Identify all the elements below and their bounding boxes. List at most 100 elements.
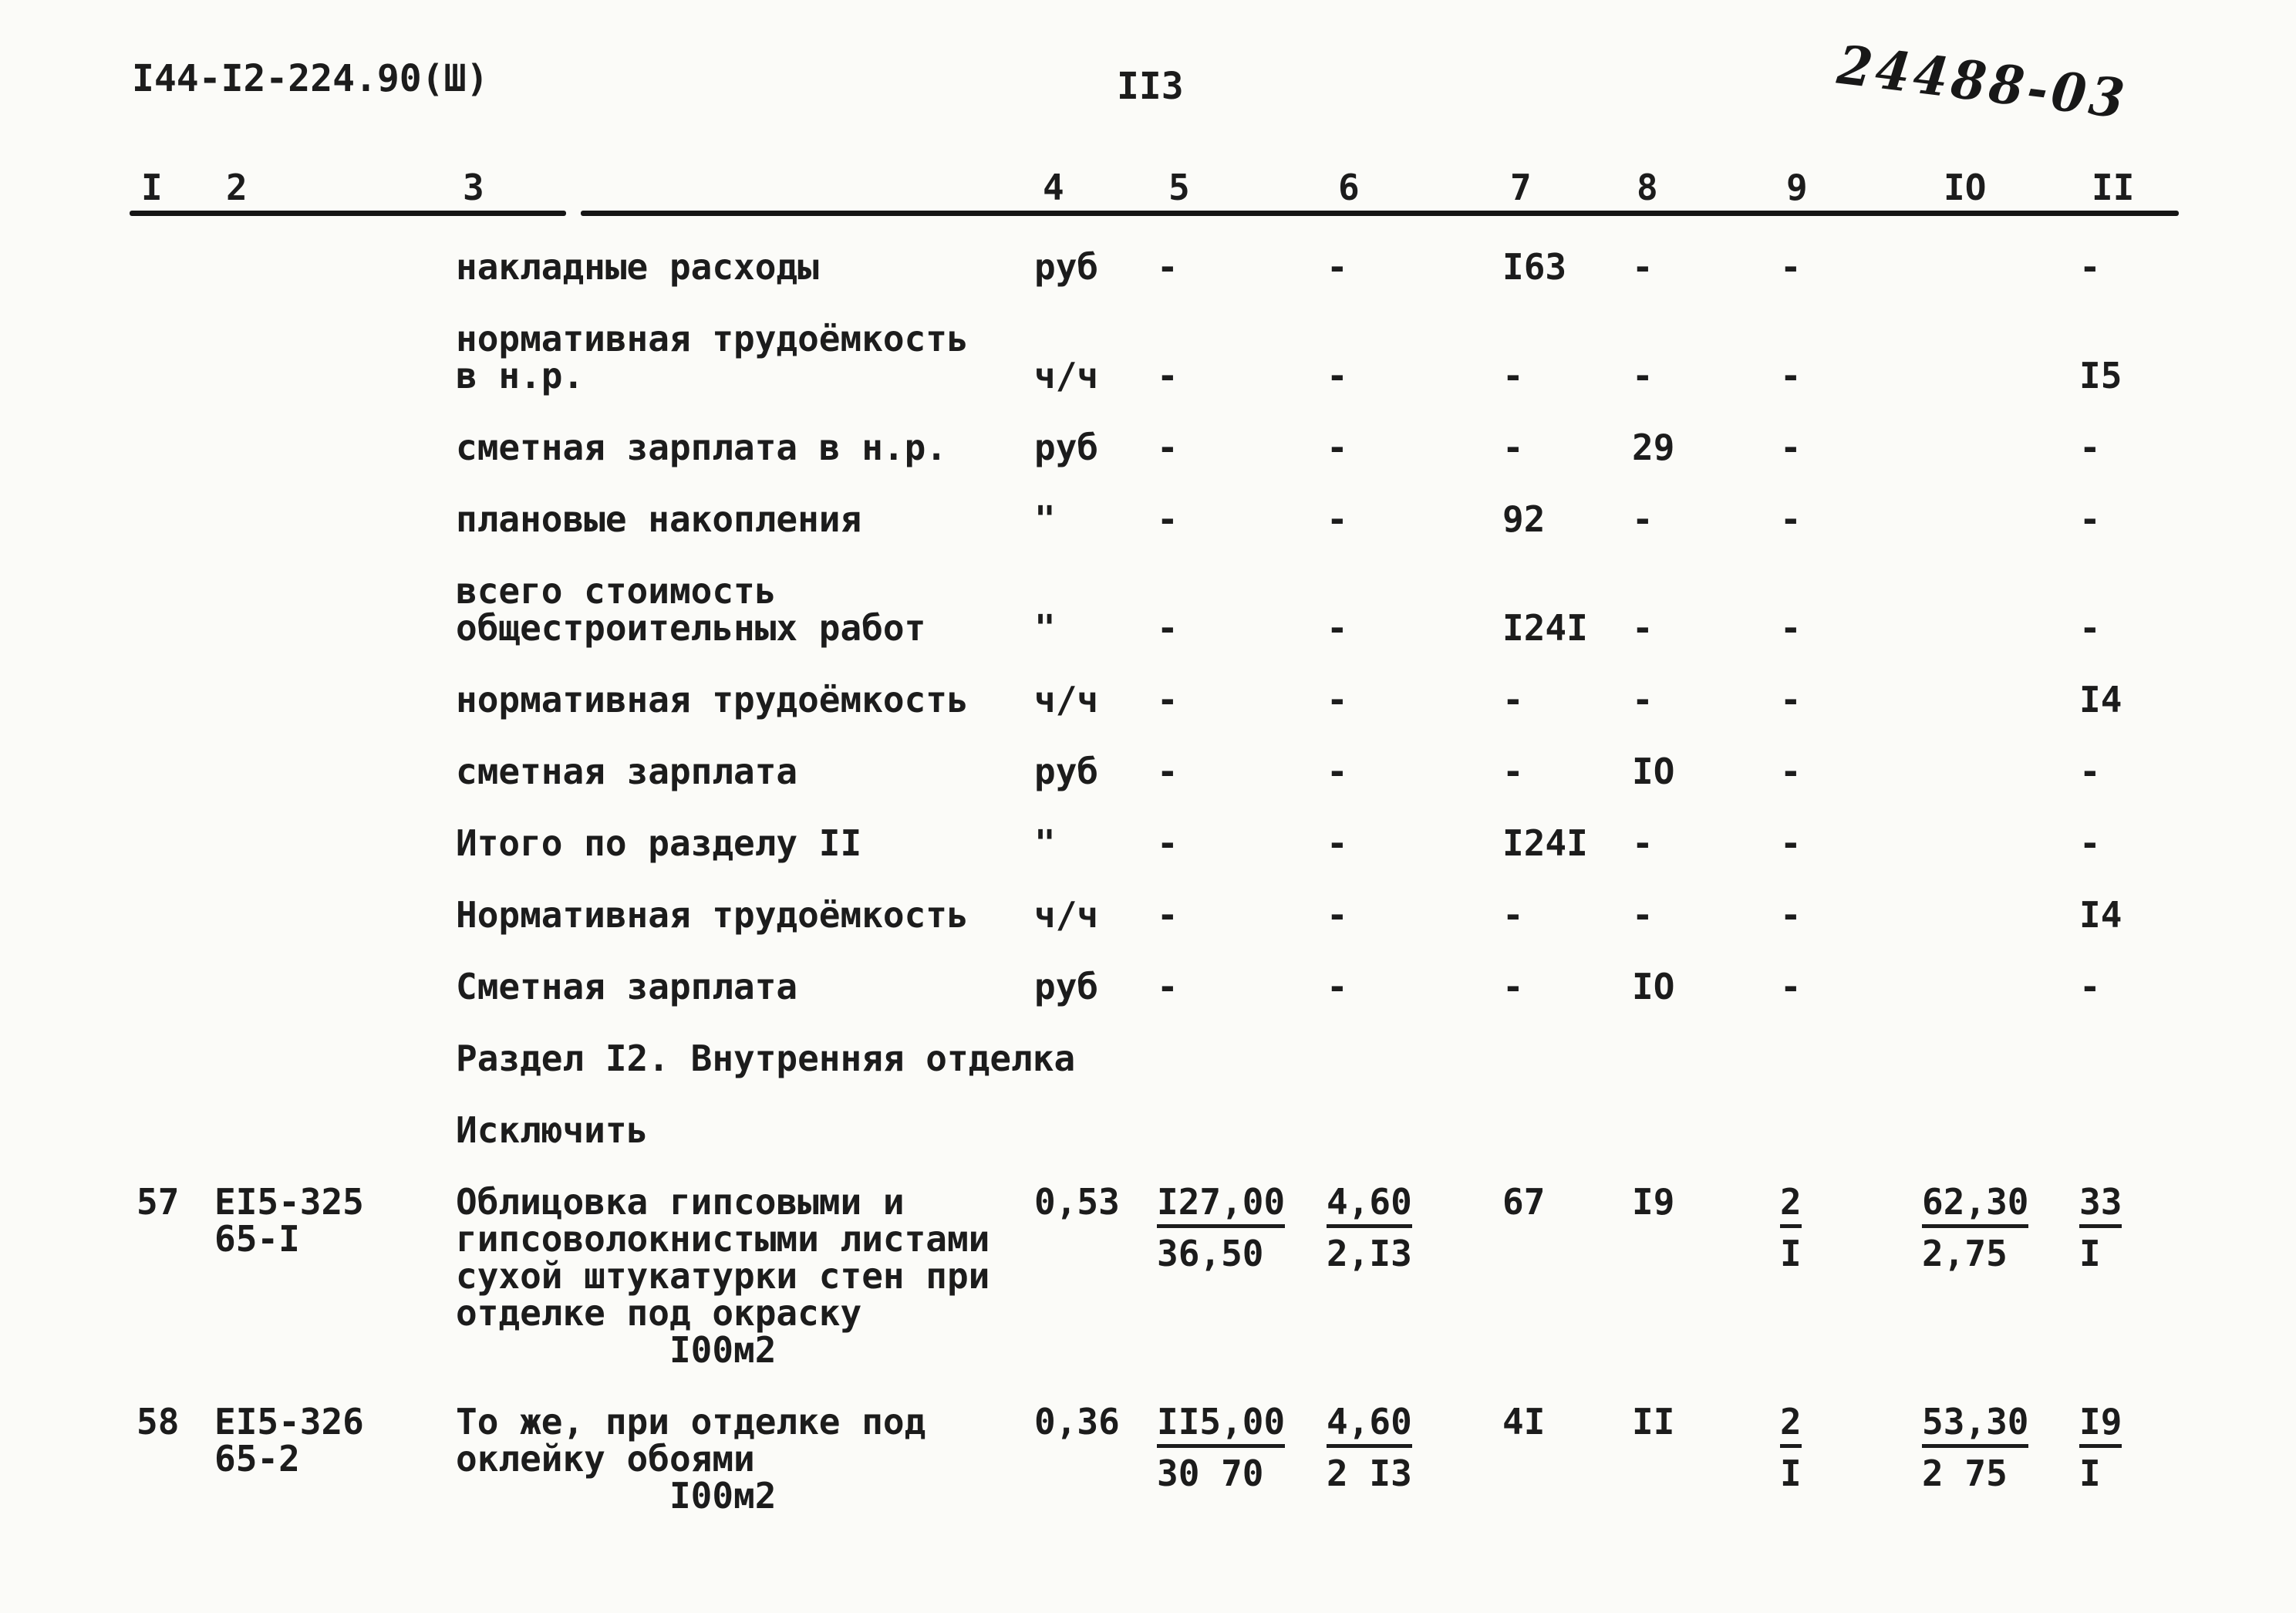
cell-c5: - <box>1157 246 1178 288</box>
cell-c7: I24I <box>1502 607 1588 649</box>
cell-c5: - <box>1157 679 1178 720</box>
row-description: сметная зарплата <box>456 751 798 792</box>
cell-c7: - <box>1502 355 1524 397</box>
row-description: сметная зарплата в н.р. <box>456 427 947 468</box>
column-header-10: IO <box>1944 167 1987 208</box>
cell-c6: - <box>1327 751 1348 792</box>
unit-cell: " <box>1034 607 1056 649</box>
cell-c5: - <box>1157 751 1178 792</box>
table-row: сметная зарплата руб - - - IO - - <box>0 753 2296 790</box>
cell-c11: - <box>2079 822 2101 864</box>
unit-cell: ч/ч <box>1034 679 1099 720</box>
unit-cell: руб <box>1034 751 1099 792</box>
cell-c10-numerator: 53,30 <box>1922 1403 2029 1448</box>
cell-c6-numerator: 4,60 <box>1327 1403 1412 1448</box>
cell-c5: - <box>1157 894 1178 936</box>
handwritten-stamp: 24488-03 <box>1834 34 2132 132</box>
cell-c9: - <box>1780 355 1802 397</box>
cell-c8: IO <box>1632 966 1675 1007</box>
cell-c9: - <box>1780 246 1802 288</box>
cell-c6: 4,60 2 I3 <box>1327 1403 1412 1492</box>
unit-cell: " <box>1034 822 1056 864</box>
row-description: плановые накопления <box>456 498 862 540</box>
row-description: всего стоимость общестроительных работ <box>456 570 926 649</box>
cell-c11: I9 I <box>2079 1403 2122 1492</box>
cell-c6: - <box>1327 607 1348 649</box>
unit-cell: руб <box>1034 966 1099 1007</box>
row-description: То же, при отделке под оклейку обоями I0… <box>456 1401 926 1517</box>
row-description: накладные расходы <box>456 246 819 288</box>
cell-c7: I24I <box>1502 822 1588 864</box>
unit-cell: руб <box>1034 246 1099 288</box>
cell-c9: - <box>1780 966 1802 1007</box>
cell-c6-numerator: 4,60 <box>1327 1183 1412 1228</box>
cell-c9: - <box>1780 822 1802 864</box>
unit-cell: ч/ч <box>1034 355 1099 397</box>
column-header-3: 3 <box>463 167 484 208</box>
table-header-rule-left <box>130 211 566 216</box>
cell-c6: - <box>1327 894 1348 936</box>
cell-c9-numerator: 2 <box>1780 1403 1802 1448</box>
column-header-6: 6 <box>1338 167 1360 208</box>
table-row: Сметная зарплата руб - - - IO - - <box>0 968 2296 1005</box>
cell-c6-denominator: 2,I3 <box>1327 1233 1412 1274</box>
cell-c11-numerator: 33 <box>2079 1183 2122 1228</box>
cell-c8: - <box>1632 498 1654 540</box>
cell-c6: - <box>1327 822 1348 864</box>
cell-c6: - <box>1327 966 1348 1007</box>
cell-c6: - <box>1327 679 1348 720</box>
cell-c6-denominator: 2 I3 <box>1327 1453 1412 1494</box>
cell-c9: - <box>1780 427 1802 468</box>
cell-c9: - <box>1780 679 1802 720</box>
row-description: Исключить <box>456 1109 649 1151</box>
column-header-1: I <box>141 167 163 208</box>
cell-c7: 67 <box>1502 1181 1546 1223</box>
section-heading-row: Исключить <box>0 1112 2296 1149</box>
column-header-9: 9 <box>1786 167 1808 208</box>
cell-c6: 4,60 2,I3 <box>1327 1183 1412 1272</box>
cell-c11: I4 <box>2079 894 2122 936</box>
cell-c11-denominator: I <box>2079 1453 2101 1494</box>
cell-c11: I4 <box>2079 679 2122 720</box>
table-row-item-57: Облицовка гипсовыми и гипсоволокнистыми … <box>0 1183 2296 1368</box>
cell-c5-denominator: 36,50 <box>1157 1233 1264 1274</box>
cell-c11: - <box>2079 427 2101 468</box>
cell-c11: 33 I <box>2079 1183 2122 1272</box>
cell-c7: - <box>1502 751 1524 792</box>
row-description: нормативная трудоёмкость в н.р. <box>456 318 969 397</box>
cell-c10-numerator: 62,30 <box>1922 1183 2029 1228</box>
cell-c7: - <box>1502 679 1524 720</box>
cell-c5: - <box>1157 355 1178 397</box>
cell-c7: - <box>1502 427 1524 468</box>
unit-cell: ч/ч <box>1034 894 1099 936</box>
cell-c8: II <box>1632 1401 1675 1443</box>
row-description: Облицовка гипсовыми и гипсоволокнистыми … <box>456 1181 990 1371</box>
cell-c5: II5,00 30 70 <box>1157 1403 1286 1492</box>
cell-c9: - <box>1780 498 1802 540</box>
cell-c8: - <box>1632 894 1654 936</box>
cell-c5: - <box>1157 966 1178 1007</box>
cell-c11: - <box>2079 498 2101 540</box>
table-row-item-58: То же, при отделке под оклейку обоями I0… <box>0 1403 2296 1514</box>
cell-c11: - <box>2079 607 2101 649</box>
cell-c11: - <box>2079 246 2101 288</box>
table-row: всего стоимость общестроительных работ " -… <box>0 572 2296 646</box>
table-row: нормативная трудоёмкость в н.р. ч/ч - - - - - I… <box>0 320 2296 394</box>
cell-c11-denominator: I <box>2079 1233 2101 1274</box>
cell-c7: 4I <box>1502 1401 1546 1443</box>
column-header-8: 8 <box>1637 167 1658 208</box>
cell-c8: - <box>1632 246 1654 288</box>
column-header-7: 7 <box>1510 167 1532 208</box>
cell-c7: I63 <box>1502 246 1567 288</box>
column-header-5: 5 <box>1168 167 1190 208</box>
page-number: II3 <box>1117 65 1184 108</box>
cell-c10: 53,30 2 75 <box>1922 1403 2029 1492</box>
cell-c11: - <box>2079 966 2101 1007</box>
table-row: нормативная трудоёмкость ч/ч - - - - - I4 <box>0 681 2296 718</box>
cell-c11-numerator: I9 <box>2079 1403 2122 1448</box>
cell-c8: - <box>1632 679 1654 720</box>
table-header-rule-right <box>581 211 2179 216</box>
